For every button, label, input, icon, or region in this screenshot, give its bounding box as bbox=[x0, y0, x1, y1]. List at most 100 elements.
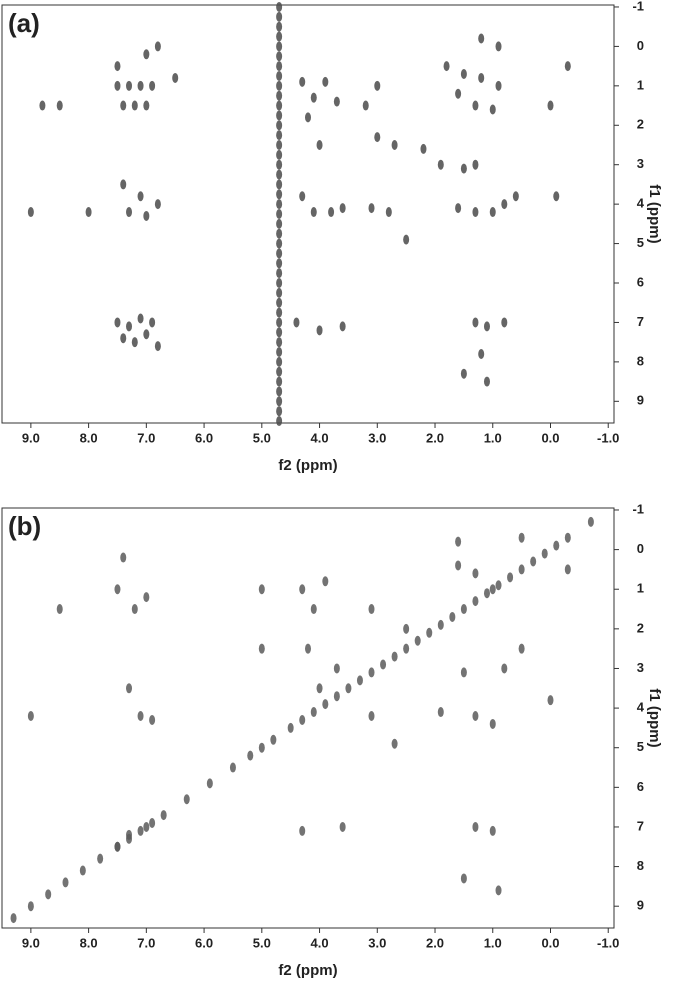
peak bbox=[472, 568, 479, 579]
peak bbox=[426, 627, 433, 638]
peak bbox=[131, 337, 138, 348]
y-tick-label: 2 bbox=[637, 117, 644, 132]
peak bbox=[472, 100, 479, 111]
peak bbox=[126, 683, 133, 694]
peak bbox=[276, 238, 283, 249]
peak bbox=[154, 41, 161, 52]
peak bbox=[10, 913, 17, 924]
peak bbox=[305, 643, 311, 654]
x-tick-label: 3.0 bbox=[368, 935, 386, 950]
peak bbox=[553, 191, 560, 202]
peak bbox=[460, 163, 467, 174]
peak bbox=[305, 112, 311, 123]
y-tick-label: -1 bbox=[632, 0, 644, 13]
peak bbox=[333, 96, 340, 107]
peak bbox=[143, 329, 150, 340]
x-tick-label: 1.0 bbox=[484, 430, 502, 445]
y-tick-label: 5 bbox=[637, 235, 644, 250]
x-tick-label: 8.0 bbox=[80, 935, 98, 950]
peak bbox=[455, 560, 462, 571]
peak bbox=[114, 317, 121, 328]
peak bbox=[501, 663, 508, 674]
peak bbox=[126, 829, 133, 840]
peak bbox=[276, 90, 283, 101]
peak bbox=[258, 643, 265, 654]
peak bbox=[276, 258, 283, 269]
peak bbox=[276, 287, 283, 298]
peak bbox=[276, 130, 283, 141]
peak bbox=[587, 516, 594, 527]
peak bbox=[276, 31, 283, 42]
peak bbox=[460, 873, 467, 884]
y-tick-label: 5 bbox=[637, 739, 644, 754]
peak bbox=[322, 76, 329, 87]
peak bbox=[276, 139, 283, 150]
peak bbox=[472, 821, 479, 832]
peak bbox=[449, 611, 456, 622]
peak bbox=[276, 268, 283, 279]
x-tick-label: 9.0 bbox=[22, 430, 40, 445]
peak bbox=[114, 80, 121, 91]
peak bbox=[437, 707, 444, 718]
peak bbox=[276, 209, 283, 219]
peak bbox=[149, 80, 156, 91]
peak bbox=[143, 210, 150, 221]
y-tick-label: 1 bbox=[637, 77, 644, 92]
peak bbox=[276, 120, 283, 131]
peak bbox=[310, 92, 317, 103]
x-tick-label: 2.0 bbox=[426, 935, 444, 950]
peak bbox=[547, 695, 554, 706]
peak bbox=[276, 21, 283, 32]
peak bbox=[287, 722, 294, 733]
peak bbox=[276, 356, 283, 367]
peak bbox=[403, 234, 410, 245]
peak bbox=[564, 61, 571, 72]
peak bbox=[276, 189, 283, 200]
peak bbox=[530, 556, 537, 567]
peak bbox=[154, 341, 161, 352]
peak bbox=[472, 711, 479, 722]
x-tick-label: 7.0 bbox=[137, 935, 155, 950]
peak bbox=[489, 718, 496, 729]
peak bbox=[62, 877, 69, 888]
peak bbox=[316, 139, 323, 150]
peak bbox=[276, 406, 283, 417]
plot-frame bbox=[1, 4, 615, 424]
peak bbox=[328, 207, 335, 218]
x-tick-label: 3.0 bbox=[368, 430, 386, 445]
peak bbox=[501, 317, 508, 328]
y-tick-label: -1 bbox=[632, 501, 644, 516]
peak bbox=[368, 203, 375, 214]
peak bbox=[512, 191, 519, 202]
peak bbox=[495, 885, 502, 896]
peak bbox=[391, 139, 398, 150]
peak bbox=[518, 532, 525, 543]
peak bbox=[339, 821, 346, 832]
peak bbox=[276, 416, 283, 427]
peak bbox=[374, 80, 381, 91]
x-tick-label: 5.0 bbox=[253, 935, 271, 950]
peak bbox=[120, 100, 127, 111]
x-tick-label: 5.0 bbox=[253, 430, 271, 445]
peak bbox=[27, 711, 34, 722]
peak bbox=[478, 348, 485, 359]
x-tick-label: 4.0 bbox=[311, 430, 329, 445]
peak bbox=[276, 61, 283, 72]
peak bbox=[258, 584, 265, 595]
x-tick-label: -1.0 bbox=[597, 935, 619, 950]
peak bbox=[299, 714, 306, 725]
peak bbox=[518, 643, 525, 654]
peak bbox=[276, 110, 283, 121]
x-tick-label: 1.0 bbox=[484, 935, 502, 950]
peak bbox=[183, 794, 190, 805]
peak bbox=[149, 714, 156, 725]
y-tick-label: 8 bbox=[637, 858, 644, 873]
peak bbox=[385, 207, 392, 218]
peak bbox=[403, 623, 410, 634]
y-tick-label: 4 bbox=[637, 196, 645, 211]
peak bbox=[310, 707, 317, 718]
peak bbox=[56, 100, 63, 111]
peak bbox=[293, 317, 300, 328]
peak bbox=[483, 321, 490, 332]
peak bbox=[483, 376, 490, 387]
